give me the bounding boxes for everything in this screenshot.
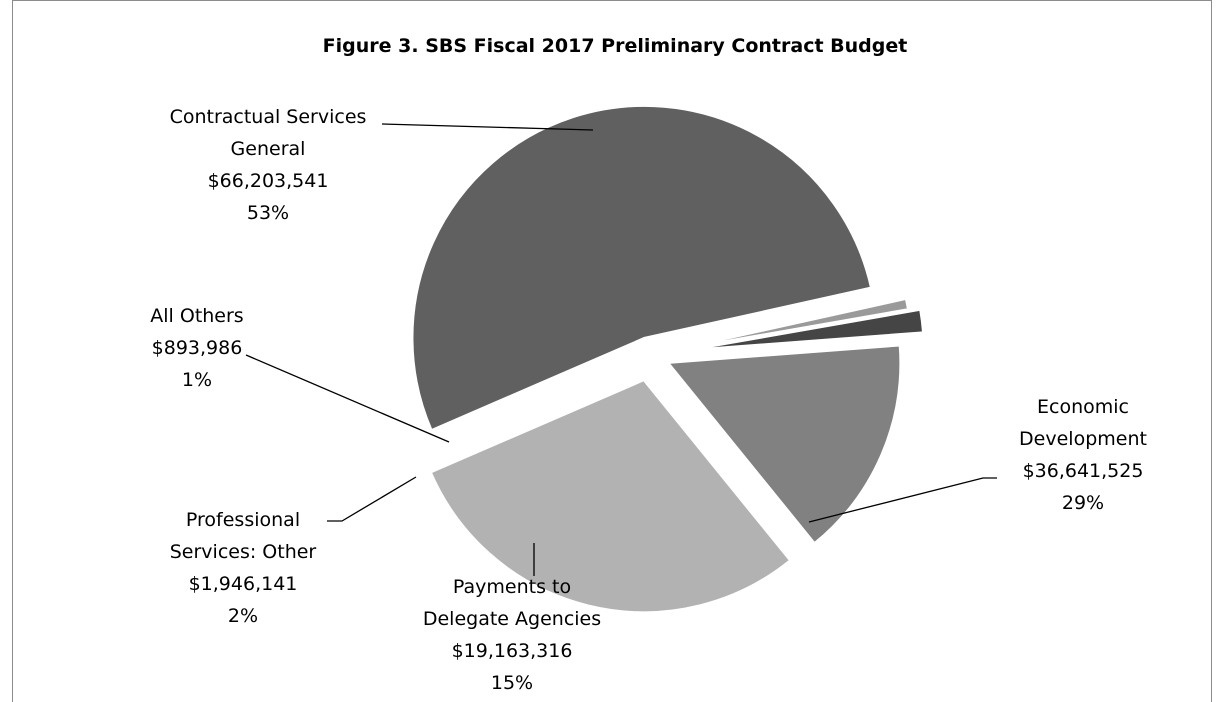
slice-label-name: All Others xyxy=(150,305,243,327)
chart-title: Figure 3. SBS Fiscal 2017 Preliminary Co… xyxy=(323,35,908,57)
slice-label-group: Economic Development $36,641,525 29% xyxy=(1019,396,1147,514)
slice-label-name: Delegate Agencies xyxy=(423,608,601,630)
slice-label-percent: 29% xyxy=(1062,492,1104,514)
pie-slice-all-others xyxy=(679,297,910,351)
pie-slice-economic-development xyxy=(429,379,792,614)
slice-label-name: Services: Other xyxy=(170,541,317,563)
chart-frame xyxy=(12,0,1212,702)
slice-label-name: Contractual Services xyxy=(170,106,367,128)
slice-label-amount: $19,163,316 xyxy=(452,640,573,662)
pie-slice-professional-services-other xyxy=(691,308,925,351)
slice-label-name: Professional xyxy=(186,509,300,531)
slice-label-amount: $1,946,141 xyxy=(189,573,298,595)
slice-label-group: Professional Services: Other $1,946,141 2% xyxy=(170,509,317,627)
leader-line xyxy=(327,476,417,522)
pie-slices xyxy=(411,104,925,614)
slice-label-amount: $893,986 xyxy=(152,337,243,359)
slice-label-name: General xyxy=(231,138,306,160)
pie-slice-contractual-services-general xyxy=(411,104,873,432)
slice-label-amount: $36,641,525 xyxy=(1023,460,1144,482)
slice-label-percent: 15% xyxy=(491,672,533,694)
slice-label-percent: 53% xyxy=(247,202,289,224)
slice-label-group: Payments to Delegate Agencies $19,163,316 1… xyxy=(423,576,601,694)
slice-label-percent: 1% xyxy=(182,369,212,391)
pie-slice-payments-to-delegate-agencies xyxy=(666,344,902,545)
slice-label-group: Contractual Services General $66,203,541 53… xyxy=(170,106,367,224)
leader-lines xyxy=(245,123,997,576)
slice-label-name: Economic xyxy=(1037,396,1129,418)
slice-label-amount: $66,203,541 xyxy=(208,170,329,192)
slice-label-group: All Others $893,986 1% xyxy=(150,305,243,391)
slice-labels: Contractual Services General $66,203,541 53… xyxy=(150,106,1147,694)
leader-line xyxy=(245,354,450,443)
leader-line xyxy=(381,123,594,131)
leader-line xyxy=(808,477,997,523)
slice-label-percent: 2% xyxy=(228,605,258,627)
slice-label-name: Development xyxy=(1019,428,1147,450)
slice-label-name: Payments to xyxy=(453,576,571,598)
